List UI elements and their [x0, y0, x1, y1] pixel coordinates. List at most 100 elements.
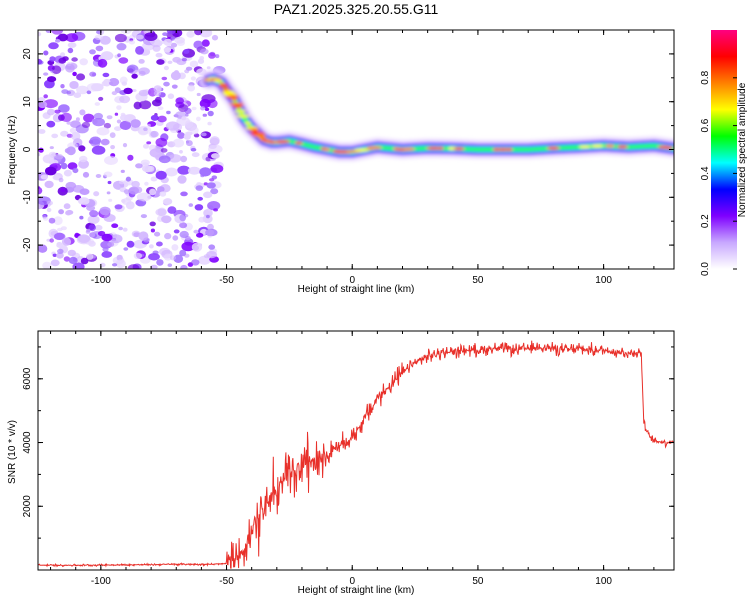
noise-blob: [55, 39, 61, 43]
ridge-peak: [436, 146, 445, 150]
noise-blob: [131, 230, 141, 238]
noise-blob: [139, 100, 152, 110]
noise-blob: [94, 224, 103, 231]
noise-blob: [109, 234, 123, 244]
noise-blob: [144, 32, 158, 41]
noise-blob: [209, 136, 220, 146]
noise-blob: [43, 99, 58, 109]
noise-blob: [140, 159, 150, 166]
noise-blob: [52, 174, 61, 181]
noise-blob: [190, 147, 197, 152]
noise-blob: [45, 166, 57, 176]
noise-blob: [89, 71, 97, 77]
ridge-peak: [497, 147, 509, 152]
noise-blob: [157, 115, 167, 123]
noise-blob: [165, 121, 180, 131]
noise-blob: [166, 30, 176, 35]
noise-blob: [38, 129, 46, 134]
noise-blob: [199, 48, 209, 55]
noise-blob: [160, 148, 168, 153]
noise-blob: [191, 152, 200, 158]
colorbar-tick-label: 0.6: [700, 118, 711, 132]
noise-blob: [210, 188, 219, 195]
colorbar-tick-label: 0.0: [700, 262, 711, 276]
noise-blob: [103, 122, 111, 129]
y-tick-label: -10: [22, 190, 33, 205]
noise-blob: [75, 117, 80, 122]
noise-blob: [71, 131, 81, 141]
noise-blob: [72, 185, 85, 193]
noise-blob: [122, 143, 128, 148]
noise-blob: [65, 63, 75, 73]
noise-blob: [143, 143, 149, 149]
noise-blob: [196, 116, 201, 122]
noise-blob: [196, 92, 201, 97]
noise-blob: [77, 234, 91, 244]
noise-blob: [123, 87, 133, 95]
noise-blob: [114, 204, 123, 210]
noise-blob: [123, 247, 129, 251]
noise-blob: [138, 89, 149, 97]
noise-blob: [119, 95, 131, 104]
noise-blob: [46, 120, 56, 128]
noise-blob: [74, 232, 80, 237]
noise-blob: [101, 251, 113, 258]
noise-blob: [185, 113, 189, 117]
noise-blob: [195, 185, 204, 191]
noise-blob: [65, 210, 72, 216]
noise-blob: [155, 208, 167, 216]
noise-blob: [46, 200, 53, 206]
noise-blob: [157, 186, 165, 193]
noise-blob: [104, 155, 118, 165]
noise-blob: [109, 81, 113, 86]
noise-blob: [63, 169, 72, 177]
noise-blob: [133, 101, 142, 110]
noise-blob: [91, 145, 106, 155]
noise-blob: [89, 49, 96, 55]
noise-blob: [107, 180, 112, 185]
noise-blob: [58, 104, 70, 113]
noise-blob: [100, 138, 110, 146]
noise-blob: [156, 241, 163, 247]
noise-blob: [114, 33, 127, 43]
noise-blob: [57, 248, 64, 254]
noise-blob: [180, 155, 188, 163]
ridge-peak: [505, 147, 513, 152]
noise-blob: [58, 57, 67, 64]
noise-blob: [190, 76, 196, 81]
noise-blob: [193, 229, 199, 234]
noise-blob: [149, 244, 154, 249]
ridge-peak: [323, 147, 331, 152]
noise-blob: [172, 56, 182, 63]
noise-blob: [112, 263, 118, 267]
noise-blob: [101, 233, 113, 242]
noise-blob: [76, 85, 89, 95]
noise-blob: [211, 175, 218, 180]
noise-blob: [135, 200, 144, 206]
noise-blob: [186, 140, 193, 147]
noise-blob: [166, 110, 171, 115]
ridge-peak: [222, 90, 235, 94]
noise-blob: [163, 81, 170, 87]
noise-blob: [116, 254, 123, 261]
noise-blob: [38, 32, 42, 37]
noise-blob: [50, 69, 54, 73]
noise-blob: [46, 207, 52, 213]
noise-blob: [87, 215, 100, 225]
noise-blob: [128, 186, 140, 195]
noise-blob: [60, 112, 72, 123]
chart-title: PAZ1.2025.325.20.55.G11: [274, 1, 439, 17]
noise-blob: [43, 216, 49, 221]
x-tick-label: -50: [219, 576, 234, 587]
noise-blob: [167, 263, 173, 268]
ridge-peak: [453, 147, 465, 151]
noise-blob: [49, 56, 56, 62]
noise-blob: [210, 164, 224, 173]
noise-blob: [97, 230, 106, 237]
noise-blob: [116, 119, 122, 124]
x-tick-label: -100: [91, 576, 111, 587]
noise-blob: [57, 227, 63, 232]
noise-blob: [73, 92, 82, 98]
y-tick-label: -20: [22, 237, 33, 252]
